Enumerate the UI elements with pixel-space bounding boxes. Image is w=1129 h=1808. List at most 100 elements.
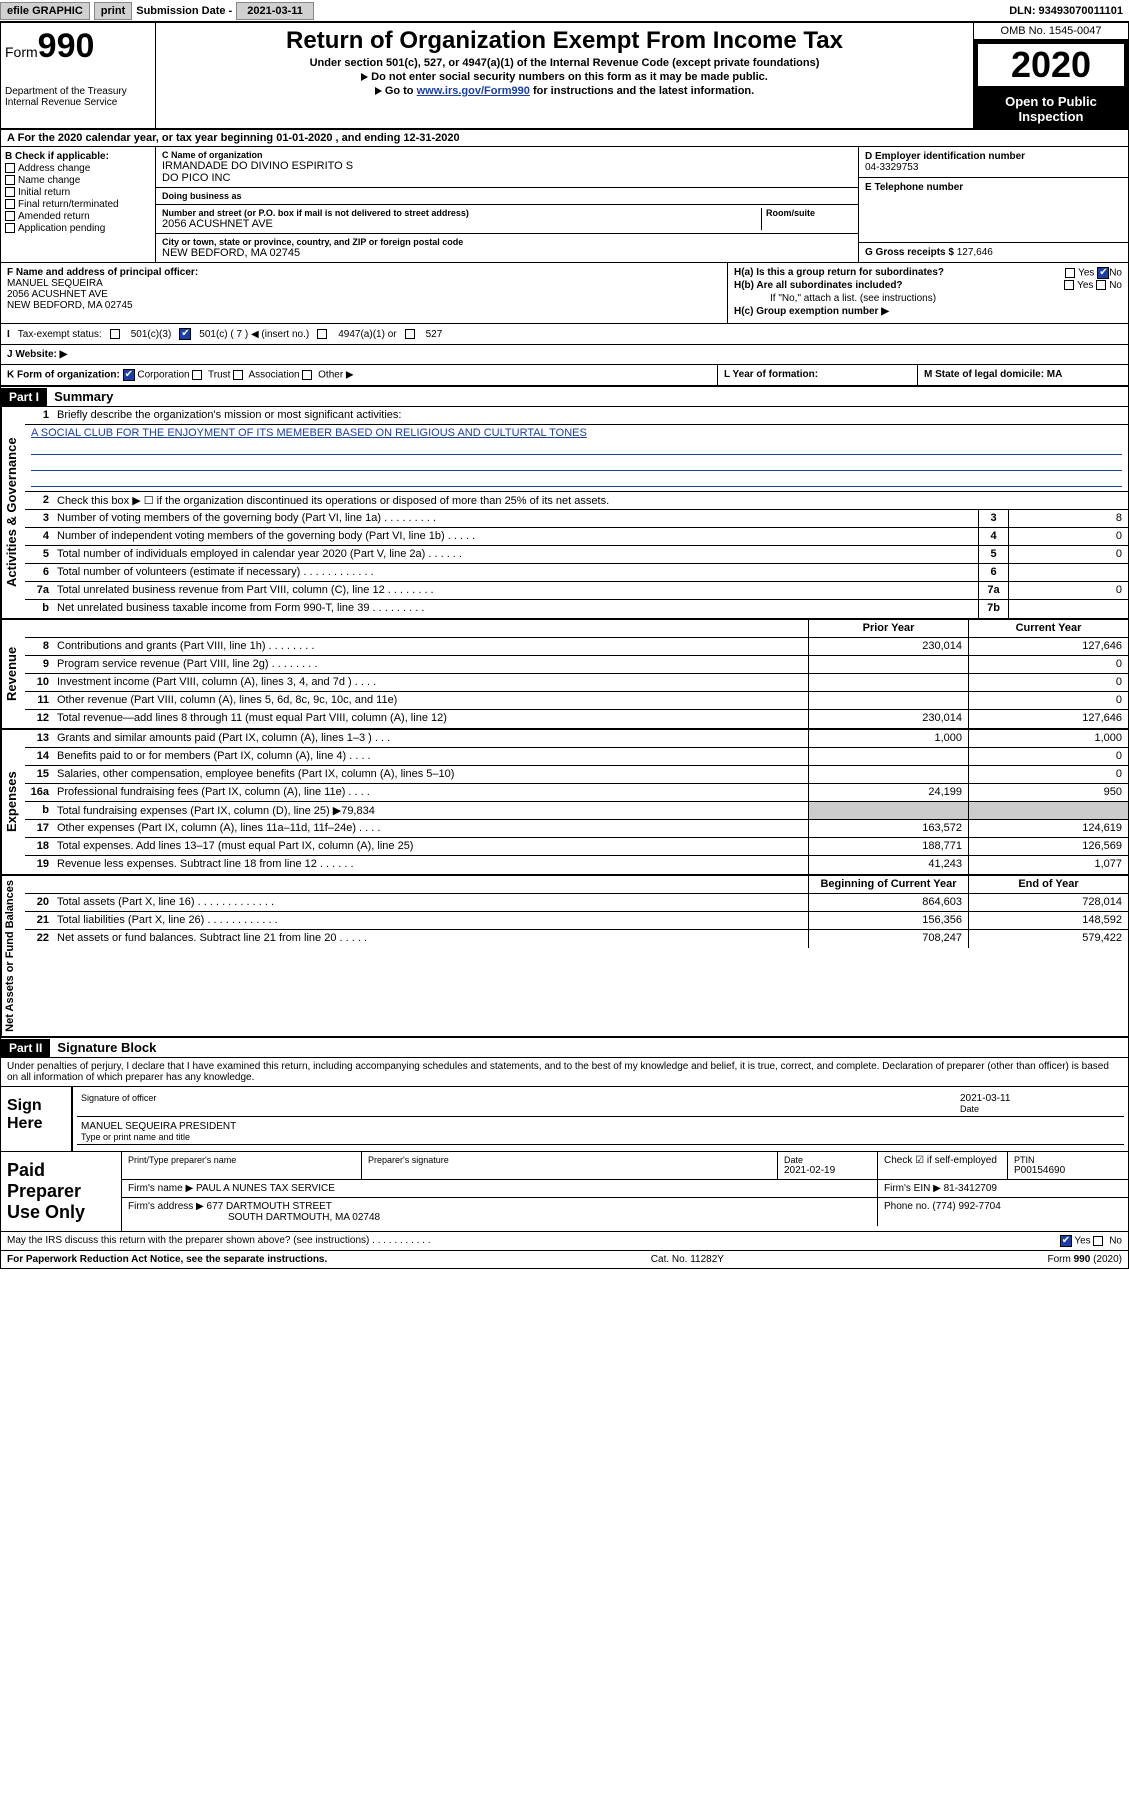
self-employed: Check ☑ if self-employed: [878, 1152, 1008, 1179]
mission-text: A SOCIAL CLUB FOR THE ENJOYMENT OF ITS M…: [31, 427, 1122, 439]
ha-yes-checkbox[interactable]: [1065, 268, 1075, 278]
summary-row: 7aTotal unrelated business revenue from …: [25, 582, 1128, 600]
e-label: E Telephone number: [865, 182, 1122, 193]
discuss-row: May the IRS discuss this return with the…: [1, 1232, 1128, 1251]
efile-button[interactable]: efile GRAPHIC: [0, 2, 90, 20]
revenue-section: Revenue Prior YearCurrent Year 8Contribu…: [1, 620, 1128, 730]
firm-phone: Phone no. (774) 992-7704: [878, 1198, 1128, 1226]
k-corp-checkbox[interactable]: [123, 369, 135, 381]
k-assoc-checkbox[interactable]: [233, 370, 243, 380]
q2-text: Check this box ▶ ☐ if the organization d…: [53, 492, 1128, 509]
submission-date: 2021-03-11: [236, 2, 314, 20]
sign-here-label: Sign Here: [1, 1087, 71, 1151]
revenue-row: 9Program service revenue (Part VIII, lin…: [25, 656, 1128, 674]
discuss-yes-checkbox[interactable]: [1060, 1235, 1072, 1247]
c-name-label: C Name of organization: [162, 150, 852, 160]
b-option[interactable]: Final return/terminated: [5, 199, 151, 210]
firm-addr2: SOUTH DARTMOUTH, MA 02748: [128, 1212, 871, 1223]
b-option[interactable]: Address change: [5, 163, 151, 174]
summary-row: 5Total number of individuals employed in…: [25, 546, 1128, 564]
mission-blank-line: [31, 457, 1122, 471]
q1-text: Briefly describe the organization's miss…: [53, 407, 1128, 424]
paid-preparer-block: Paid Preparer Use Only Print/Type prepar…: [1, 1152, 1128, 1232]
i-501c-checkbox[interactable]: [179, 328, 191, 340]
form-header-mid: Return of Organization Exempt From Incom…: [156, 23, 973, 128]
arrow-icon: [361, 73, 368, 81]
perjury-declaration: Under penalties of perjury, I declare th…: [1, 1058, 1128, 1087]
part2-title: Signature Block: [53, 1038, 160, 1057]
firm-ein: Firm's EIN ▶ 81-3412709: [878, 1180, 1128, 1197]
i-label: Tax-exempt status:: [18, 329, 102, 340]
activities-governance-section: Activities & Governance 1Briefly describ…: [1, 407, 1128, 620]
revenue-row: 8Contributions and grants (Part VIII, li…: [25, 638, 1128, 656]
hb-text: H(b) Are all subordinates included?: [734, 280, 903, 291]
firm-name: Firm's name ▶ PAUL A NUNES TAX SERVICE: [122, 1180, 878, 1197]
mission-blank-line: [31, 473, 1122, 487]
b-option[interactable]: Name change: [5, 175, 151, 186]
part1-title: Summary: [50, 387, 117, 406]
row-klm: K Form of organization: Corporation Trus…: [1, 365, 1128, 387]
expense-row: 19Revenue less expenses. Subtract line 1…: [25, 856, 1128, 874]
ha-text: H(a) Is this a group return for subordin…: [734, 267, 944, 278]
k-trust-checkbox[interactable]: [192, 370, 202, 380]
hb-note: If "No," attach a list. (see instruction…: [734, 293, 1122, 304]
officer-name: MANUEL SEQUEIRA: [7, 278, 721, 289]
ha-no-checkbox[interactable]: [1097, 267, 1109, 279]
form-header: Form990 Department of the Treasury Inter…: [1, 23, 1128, 130]
col-f: F Name and address of principal officer:…: [1, 263, 728, 323]
hb-no-checkbox[interactable]: [1096, 280, 1106, 290]
discuss-no-checkbox[interactable]: [1093, 1236, 1103, 1246]
signature-block: Sign Here Signature of officer 2021-03-1…: [1, 1087, 1128, 1152]
b-option[interactable]: Amended return: [5, 211, 151, 222]
summary-row: 4Number of independent voting members of…: [25, 528, 1128, 546]
officer-city: NEW BEDFORD, MA 02745: [7, 300, 721, 311]
city-label: City or town, state or province, country…: [162, 237, 852, 247]
summary-row: 6Total number of volunteers (estimate if…: [25, 564, 1128, 582]
form-header-left: Form990 Department of the Treasury Inter…: [1, 23, 156, 128]
prep-date: 2021-02-19: [784, 1165, 871, 1176]
netassets-row: 21Total liabilities (Part X, line 26) . …: [25, 912, 1128, 930]
expenses-section: Expenses 13Grants and similar amounts pa…: [1, 730, 1128, 876]
cat-no: Cat. No. 11282Y: [327, 1254, 1047, 1265]
dept-line1: Department of the Treasury: [5, 86, 151, 97]
block-bcdefg: B Check if applicable: Address changeNam…: [1, 147, 1128, 263]
print-button[interactable]: print: [94, 2, 132, 20]
i-501c3-checkbox[interactable]: [110, 329, 120, 339]
discuss-text: May the IRS discuss this return with the…: [7, 1235, 1060, 1247]
dept-line2: Internal Revenue Service: [5, 97, 151, 108]
addr-label: Number and street (or P.O. box if mail i…: [162, 208, 757, 218]
side-label-ag: Activities & Governance: [1, 407, 25, 618]
expense-row: 15Salaries, other compensation, employee…: [25, 766, 1128, 784]
omb-number: OMB No. 1545-0047: [974, 23, 1128, 40]
b-option[interactable]: Initial return: [5, 187, 151, 198]
expense-row: 16aProfessional fundraising fees (Part I…: [25, 784, 1128, 802]
ein-value: 04-3329753: [865, 162, 1122, 173]
k-other-checkbox[interactable]: [302, 370, 312, 380]
prep-date-lbl: Date: [784, 1155, 871, 1165]
form-word: Form: [5, 44, 38, 60]
irs-link[interactable]: www.irs.gov/Form990: [417, 85, 530, 97]
org-name-1: IRMANDADE DO DIVINO ESPIRITO S: [162, 160, 852, 172]
col-de: D Employer identification number 04-3329…: [858, 147, 1128, 262]
m-label: M State of legal domicile: MA: [924, 369, 1062, 380]
form-subtitle: Under section 501(c), 527, or 4947(a)(1)…: [164, 57, 965, 69]
side-label-exp: Expenses: [1, 730, 25, 874]
sign-date-caption: Date: [960, 1104, 1120, 1114]
expense-row: 18Total expenses. Add lines 13–17 (must …: [25, 838, 1128, 856]
sig-officer-caption: Signature of officer: [81, 1093, 960, 1103]
col-b: B Check if applicable: Address changeNam…: [1, 147, 156, 262]
d-label: D Employer identification number: [865, 151, 1122, 162]
i-527-checkbox[interactable]: [405, 329, 415, 339]
paperwork-notice: For Paperwork Reduction Act Notice, see …: [7, 1254, 327, 1265]
expense-row: 13Grants and similar amounts paid (Part …: [25, 730, 1128, 748]
top-toolbar: efile GRAPHIC print Submission Date - 20…: [0, 0, 1129, 22]
ptin-lbl: PTIN: [1014, 1155, 1122, 1165]
hc-text: H(c) Group exemption number ▶: [734, 306, 889, 317]
side-label-na: Net Assets or Fund Balances: [1, 876, 25, 1036]
form-number: 990: [38, 27, 95, 65]
i-4947-checkbox[interactable]: [317, 329, 327, 339]
netassets-row: 22Net assets or fund balances. Subtract …: [25, 930, 1128, 948]
hb-yes-checkbox[interactable]: [1064, 280, 1074, 290]
tax-year-line: A For the 2020 calendar year, or tax yea…: [1, 130, 1128, 147]
b-option[interactable]: Application pending: [5, 223, 151, 234]
